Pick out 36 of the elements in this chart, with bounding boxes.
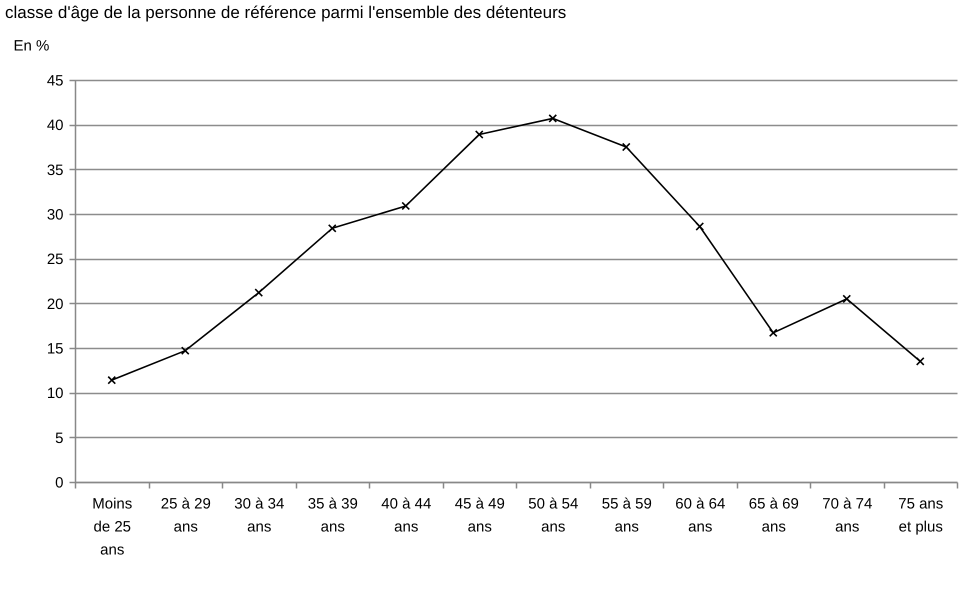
x-tick-label: 45 à 49 ans bbox=[454, 496, 505, 536]
x-tick-label: 35 à 39 ans bbox=[308, 496, 358, 536]
y-tick-label: 40 bbox=[46, 117, 64, 134]
y-tick-label: 25 bbox=[46, 251, 64, 268]
point bbox=[622, 142, 631, 152]
y-tick-label: 35 bbox=[46, 162, 64, 179]
point bbox=[107, 376, 116, 384]
y-tick-label: 0 bbox=[55, 474, 64, 492]
chart-title: classe d'âge de la personne de référence parmi l'ensemble des détenteurs bbox=[5, 3, 566, 22]
y-tick-label: 10 bbox=[46, 385, 64, 402]
x-tick-label: 65 à 69 ans bbox=[748, 496, 799, 536]
point bbox=[548, 114, 558, 123]
point bbox=[254, 288, 264, 297]
point bbox=[401, 202, 410, 210]
y-tick-label: 5 bbox=[55, 430, 64, 447]
x-tick-label: 25 à 29 ans bbox=[160, 496, 211, 536]
y-tick-label: 45 bbox=[46, 72, 64, 90]
x-tick-label: 30 à 34 ans bbox=[234, 496, 284, 536]
point bbox=[842, 294, 852, 304]
x-tick-label: 70 à 74 ans bbox=[822, 496, 872, 536]
y-tick-label: 20 bbox=[46, 296, 64, 313]
point bbox=[474, 130, 484, 139]
y-tick-label: 15 bbox=[46, 340, 64, 358]
point bbox=[328, 224, 337, 233]
y-axis-title: En % bbox=[14, 38, 50, 54]
x-tick-label: 60 à 64 ans bbox=[675, 496, 726, 536]
x-tick-label: 40 à 44 ans bbox=[381, 496, 432, 536]
point bbox=[180, 346, 190, 356]
point bbox=[916, 357, 925, 366]
point bbox=[695, 222, 704, 231]
x-tick-label: Moins de 25 ans bbox=[92, 496, 132, 558]
x-tick-label: 55 à 59 ans bbox=[602, 496, 652, 536]
point bbox=[768, 328, 778, 338]
x-tick-label: 50 à 54 ans bbox=[528, 496, 578, 536]
y-tick-label: 30 bbox=[46, 206, 64, 224]
x-tick-label: 75 ans et plus bbox=[898, 496, 944, 536]
